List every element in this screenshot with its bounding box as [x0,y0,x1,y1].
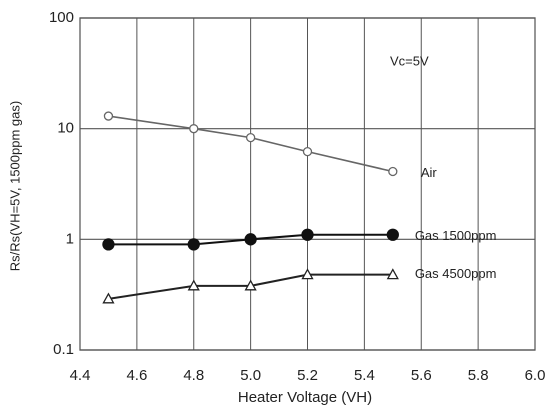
point [244,279,257,291]
y-tick-label: 1 [66,230,74,247]
y-tick-label: 0.1 [53,341,74,358]
point [102,238,115,251]
y-axis-label: Rs/Rs(VH=5V, 1500ppm gas) [7,101,22,271]
point [301,268,314,280]
point [189,124,199,134]
point [302,146,313,157]
series-label: Gas 4500ppm [415,266,497,281]
point [187,279,200,291]
point [388,166,398,177]
point [102,292,115,304]
x-tick-label: 4.6 [126,367,147,384]
point [244,233,257,246]
point [245,132,256,143]
x-tick-label: 4.8 [183,367,204,384]
point [386,268,399,280]
x-tick-label: 5.2 [297,367,318,384]
series-label: Gas 1500ppm [415,228,497,243]
x-axis-label: Heater Voltage (VH) [238,389,372,406]
x-tick-label: 5.8 [468,367,489,384]
plot-area: 0.1 1 10 100 4.4 4.6 4.8 5.0 5.2 5.4 5.6 5.8 6.0 Air G… [49,9,545,384]
x-tick-label: 4.4 [70,367,91,384]
point [187,238,200,251]
series-label: Air [421,165,438,180]
point [301,228,314,241]
x-tick-label: 5.4 [354,367,375,384]
y-tick-label: 100 [49,9,74,26]
x-tick-label: 6.0 [525,367,546,384]
x-tick-label: 5.6 [411,367,432,384]
point [103,111,114,121]
annotation: Vc=5V [390,53,429,68]
x-tick-label: 5.0 [240,367,261,384]
point [386,228,399,241]
y-tick-label: 10 [57,120,74,137]
